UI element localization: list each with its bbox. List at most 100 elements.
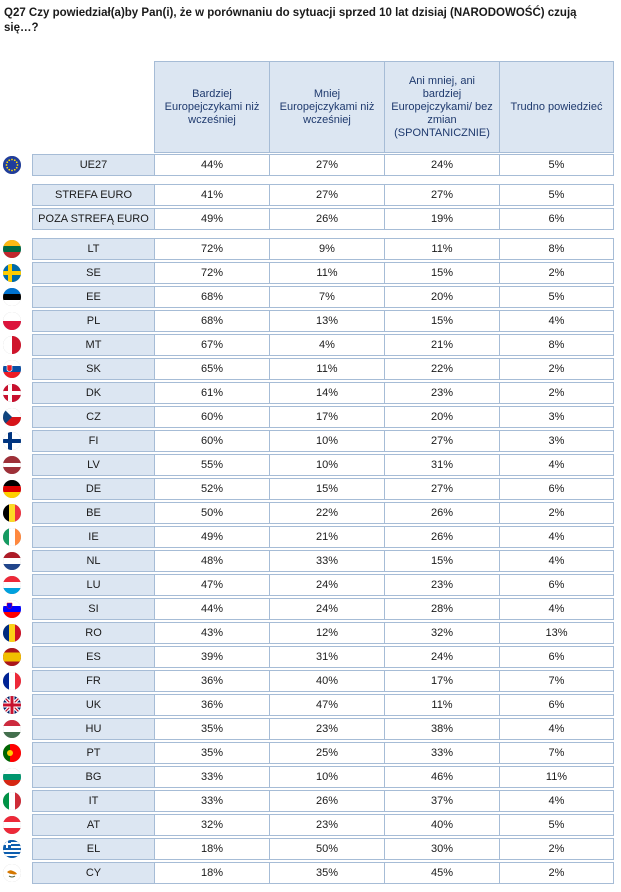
flag-it-icon xyxy=(3,792,21,810)
data-cell: 6% xyxy=(499,646,614,668)
row-label: PL xyxy=(32,310,154,332)
data-cell: 68% xyxy=(154,310,269,332)
row-label: UK xyxy=(32,694,154,716)
data-cell: 7% xyxy=(499,742,614,764)
data-cell: 35% xyxy=(269,862,384,884)
data-cell: 72% xyxy=(154,238,269,260)
data-cell: 36% xyxy=(154,670,269,692)
data-cell: 44% xyxy=(154,154,269,176)
row-label: POZA STREFĄ EURO xyxy=(32,208,154,230)
data-cell: 19% xyxy=(384,208,499,230)
flag-es-icon xyxy=(3,648,21,666)
data-cell: 72% xyxy=(154,262,269,284)
flag-sk-icon xyxy=(3,360,21,378)
row-label: IE xyxy=(32,526,154,548)
data-cell: 47% xyxy=(154,574,269,596)
table-row: IT 33% 26% 37% 4% xyxy=(32,790,614,812)
data-cell: 35% xyxy=(154,718,269,740)
data-cell: 65% xyxy=(154,358,269,380)
flag-pl-icon xyxy=(3,312,21,330)
data-cell: 15% xyxy=(384,550,499,572)
data-cell: 55% xyxy=(154,454,269,476)
row-label: DE xyxy=(32,478,154,500)
data-cell: 43% xyxy=(154,622,269,644)
flag-lt-icon xyxy=(3,240,21,258)
row-label: RO xyxy=(32,622,154,644)
data-cell: 41% xyxy=(154,184,269,206)
data-cell: 6% xyxy=(499,478,614,500)
table-row: EE 68% 7% 20% 5% xyxy=(32,286,614,308)
data-cell: 27% xyxy=(384,184,499,206)
flag-dk-icon xyxy=(3,384,21,402)
data-cell: 12% xyxy=(269,622,384,644)
table-row: IE 49% 21% 26% 4% xyxy=(32,526,614,548)
data-cell: 6% xyxy=(499,574,614,596)
flag-hu-icon xyxy=(3,720,21,738)
data-cell: 39% xyxy=(154,646,269,668)
table-row: FI 60% 10% 27% 3% xyxy=(32,430,614,452)
data-cell: 61% xyxy=(154,382,269,404)
row-label: DK xyxy=(32,382,154,404)
data-cell: 28% xyxy=(384,598,499,620)
row-label: MT xyxy=(32,334,154,356)
data-cell: 5% xyxy=(499,154,614,176)
data-cell: 67% xyxy=(154,334,269,356)
flag-ro-icon xyxy=(3,624,21,642)
row-label: NL xyxy=(32,550,154,572)
flag-cz-icon xyxy=(3,408,21,426)
row-label: EL xyxy=(32,838,154,860)
data-cell: 52% xyxy=(154,478,269,500)
data-cell: 23% xyxy=(269,718,384,740)
data-cell: 11% xyxy=(269,262,384,284)
data-cell: 26% xyxy=(384,502,499,524)
data-cell: 8% xyxy=(499,334,614,356)
data-cell: 10% xyxy=(269,766,384,788)
data-cell: 4% xyxy=(499,526,614,548)
table-row: MT 67% 4% 21% 8% xyxy=(32,334,614,356)
data-cell: 2% xyxy=(499,262,614,284)
data-cell: 49% xyxy=(154,526,269,548)
table-row: CZ 60% 17% 20% 3% xyxy=(32,406,614,428)
column-header-no-change: Ani mniej, ani bardziej Europejczykami/ … xyxy=(384,61,500,153)
data-cell: 32% xyxy=(384,622,499,644)
data-cell: 17% xyxy=(384,670,499,692)
data-cell: 26% xyxy=(269,790,384,812)
flag-ie-icon xyxy=(3,528,21,546)
row-label: BG xyxy=(32,766,154,788)
row-label: FR xyxy=(32,670,154,692)
table-row: DE 52% 15% 27% 6% xyxy=(32,478,614,500)
data-cell: 8% xyxy=(499,238,614,260)
row-label: SK xyxy=(32,358,154,380)
data-cell: 27% xyxy=(384,430,499,452)
data-cell: 20% xyxy=(384,286,499,308)
table-row: POZA STREFĄ EURO 49% 26% 19% 6% xyxy=(32,208,614,230)
data-cell: 38% xyxy=(384,718,499,740)
data-cell: 11% xyxy=(384,238,499,260)
data-cell: 35% xyxy=(154,742,269,764)
data-cell: 6% xyxy=(499,694,614,716)
data-cell: 37% xyxy=(384,790,499,812)
data-cell: 7% xyxy=(499,670,614,692)
row-label: SI xyxy=(32,598,154,620)
column-header-dont-know: Trudno powiedzieć xyxy=(499,61,614,153)
data-cell: 47% xyxy=(269,694,384,716)
data-cell: 23% xyxy=(269,814,384,836)
flag-si-icon xyxy=(3,600,21,618)
flag-be-icon xyxy=(3,504,21,522)
data-cell: 33% xyxy=(154,790,269,812)
row-label: CZ xyxy=(32,406,154,428)
data-cell: 30% xyxy=(384,838,499,860)
data-cell: 15% xyxy=(384,262,499,284)
data-cell: 21% xyxy=(269,526,384,548)
data-cell: 14% xyxy=(269,382,384,404)
table-row: ES 39% 31% 24% 6% xyxy=(32,646,614,668)
table-row: LV 55% 10% 31% 4% xyxy=(32,454,614,476)
row-label: HU xyxy=(32,718,154,740)
table-row: AT 32% 23% 40% 5% xyxy=(32,814,614,836)
column-header-less-european: Mniej Europejczykami niż wcześniej xyxy=(269,61,385,153)
data-cell: 2% xyxy=(499,862,614,884)
data-cell: 15% xyxy=(384,310,499,332)
data-cell: 17% xyxy=(269,406,384,428)
data-cell: 24% xyxy=(269,598,384,620)
data-cell: 24% xyxy=(269,574,384,596)
